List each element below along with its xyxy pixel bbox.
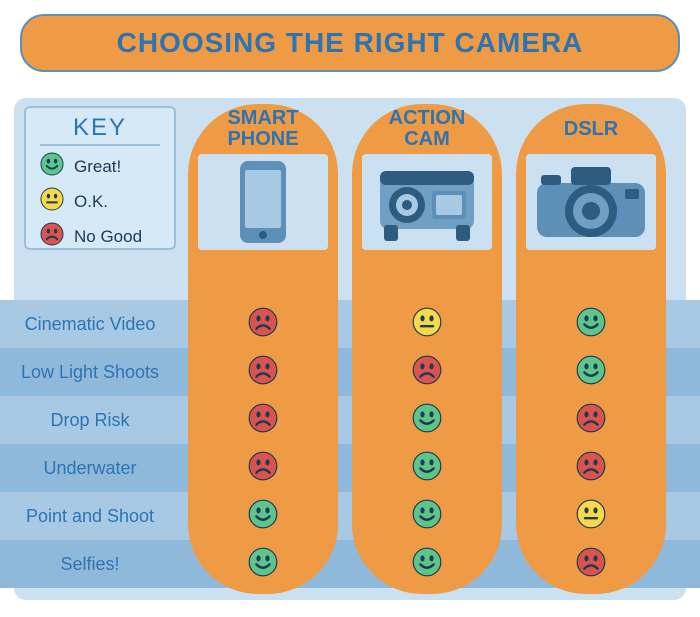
camera-column: DSLR (516, 104, 666, 594)
camera-column-header: SMART PHONE (188, 104, 338, 154)
camera-column: ACTION CAM (352, 104, 502, 594)
rating-cell (188, 492, 338, 540)
bad-face-icon (576, 451, 606, 486)
rating-cell (516, 300, 666, 348)
page-title: CHOOSING THE RIGHT CAMERA (117, 27, 584, 59)
rating-cell (516, 492, 666, 540)
actioncam-icon (362, 154, 492, 250)
feature-label: Cinematic Video (0, 314, 180, 335)
great-face-icon (412, 403, 442, 438)
bad-face-icon (248, 451, 278, 486)
rating-cell (188, 348, 338, 396)
great-face-icon (576, 355, 606, 390)
ok-face-icon (412, 307, 442, 342)
bad-face-icon (248, 307, 278, 342)
legend-item-label: No Good (74, 227, 142, 247)
rating-cell (516, 348, 666, 396)
rating-cell (352, 492, 502, 540)
camera-column-header: DSLR (516, 104, 666, 154)
rating-cell (188, 540, 338, 588)
rating-cell (188, 396, 338, 444)
infographic-canvas: Cinematic Video Low Light Shoots Drop Risk… (0, 0, 700, 617)
title-banner: CHOOSING THE RIGHT CAMERA (20, 14, 680, 72)
bad-face-icon (248, 355, 278, 390)
legend-item: Great! (40, 152, 160, 181)
bad-face-icon (576, 547, 606, 582)
rating-cell (352, 348, 502, 396)
rating-cell (188, 300, 338, 348)
great-face-icon (412, 451, 442, 486)
smartphone-icon (198, 154, 328, 250)
legend-item-label: Great! (74, 157, 121, 177)
great-face-icon (412, 547, 442, 582)
camera-column: SMART PHONE (188, 104, 338, 594)
great-face-icon (248, 547, 278, 582)
bad-face-icon (412, 355, 442, 390)
great-face-icon (248, 499, 278, 534)
great-face-icon (576, 307, 606, 342)
rating-cell (352, 444, 502, 492)
ok-face-icon (576, 499, 606, 534)
feature-label: Point and Shoot (0, 506, 180, 527)
legend-title: KEY (40, 114, 160, 146)
great-face-icon (40, 152, 64, 181)
legend-item: No Good (40, 222, 160, 251)
rating-cell (516, 444, 666, 492)
feature-label: Underwater (0, 458, 180, 479)
feature-label: Drop Risk (0, 410, 180, 431)
ok-face-icon (40, 187, 64, 216)
dslr-icon (526, 154, 656, 250)
legend-item-label: O.K. (74, 192, 108, 212)
feature-label: Selfies! (0, 554, 180, 575)
rating-cell (352, 300, 502, 348)
rating-cell (516, 396, 666, 444)
great-face-icon (412, 499, 442, 534)
bad-face-icon (576, 403, 606, 438)
bad-face-icon (40, 222, 64, 251)
feature-label: Low Light Shoots (0, 362, 180, 383)
bad-face-icon (248, 403, 278, 438)
rating-cell (352, 396, 502, 444)
rating-cell (516, 540, 666, 588)
camera-column-header: ACTION CAM (352, 104, 502, 154)
rating-cell (352, 540, 502, 588)
rating-cell (188, 444, 338, 492)
legend-item: O.K. (40, 187, 160, 216)
legend-box: KEY Great! O.K. No Good (24, 106, 176, 250)
